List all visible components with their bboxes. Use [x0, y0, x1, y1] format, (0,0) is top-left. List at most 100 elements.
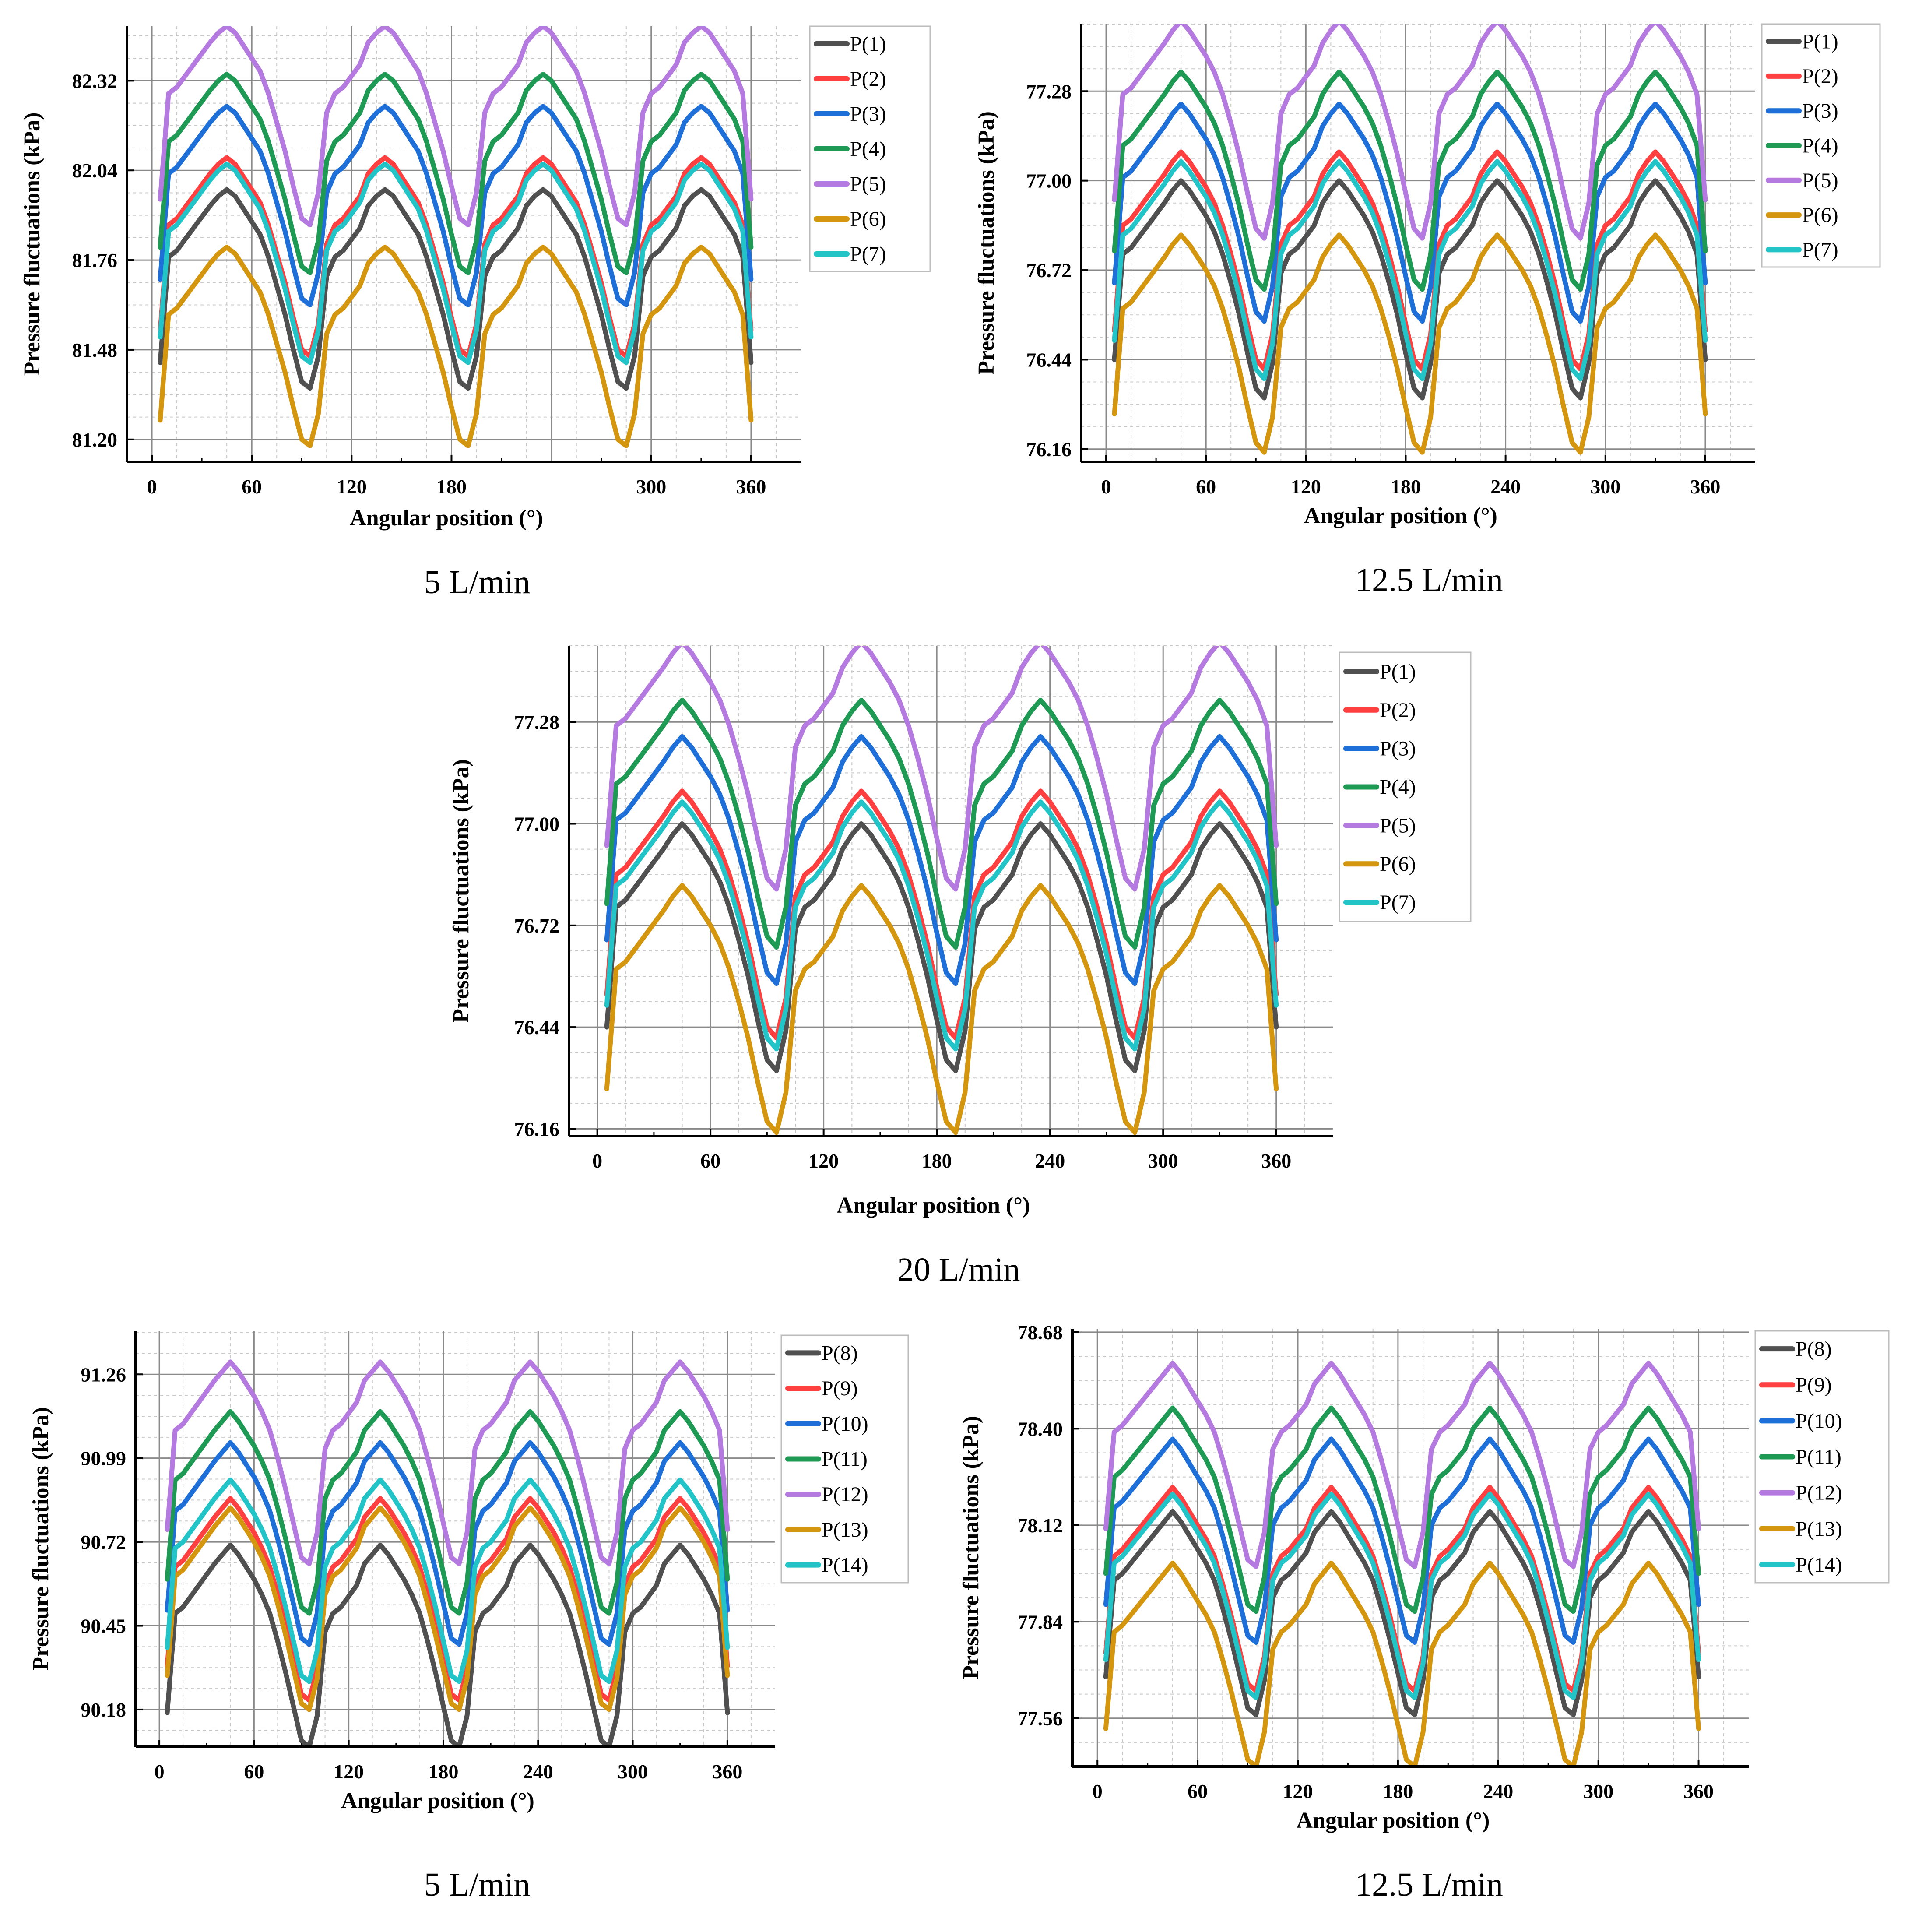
y-tick-label: 81.76 [72, 249, 118, 271]
series-line-p3 [1112, 102, 1708, 324]
x-tick-label: 360 [1261, 1150, 1291, 1172]
legend-entry: P(3) [1380, 737, 1416, 760]
legend-entry: P(14) [822, 1554, 868, 1577]
y-tick-label: 76.16 [1026, 438, 1072, 461]
series-line-p13 [165, 1505, 730, 1712]
series-line-p10 [1103, 1436, 1701, 1645]
x-axis-label: Angular position (°) [1297, 1808, 1490, 1833]
x-tick-label: 360 [1683, 1780, 1714, 1802]
caption-chart-1: 5 L/min [424, 564, 531, 601]
series-line-p6 [604, 883, 1279, 1135]
legend-entry: P(6) [850, 208, 886, 231]
series-line-p5 [1112, 24, 1708, 241]
x-tick-label: 180 [1391, 475, 1421, 498]
series-line-p7 [158, 162, 754, 365]
legend-entry: P(7) [1802, 238, 1838, 261]
legend-entry: P(4) [1380, 776, 1416, 799]
x-tick-label: 60 [244, 1760, 264, 1783]
x-axis-label: Angular position (°) [341, 1788, 534, 1813]
y-tick-label: 77.28 [514, 711, 560, 733]
series-line-p6 [158, 245, 754, 448]
x-tick-label: 180 [428, 1760, 458, 1783]
series-group [158, 26, 754, 448]
series-line-p8 [1103, 1509, 1701, 1717]
x-tick-label: 300 [636, 475, 666, 498]
x-tick-label: 60 [700, 1150, 720, 1172]
series-line-p7 [1112, 159, 1708, 381]
y-tick-label: 91.26 [81, 1363, 126, 1386]
chart-20lpm-p1-p7: 0 60 120 180 240 300 360 76.16 76.44 76.72 77.00 77… [449, 645, 1472, 1218]
legend-entry: P(10) [1796, 1409, 1842, 1432]
y-tick-label: 77.84 [1018, 1611, 1063, 1633]
y-tick-label: 82.32 [72, 70, 118, 92]
series-line-p11 [165, 1409, 730, 1616]
series-line-p8 [165, 1542, 730, 1747]
x-tick-label: 120 [1291, 475, 1321, 498]
tick-marks [1072, 1331, 1700, 1767]
y-tick-label: 81.48 [72, 339, 118, 361]
y-tick-label: 78.40 [1018, 1418, 1063, 1440]
chart-5lpm-p8-p14: 0 60 120 180 240 300 360 90.18 90.45 90.72 90.99 91… [28, 1331, 909, 1813]
x-tick-label: 0 [1093, 1780, 1103, 1802]
y-tick-label: 82.04 [72, 159, 118, 182]
series-group [165, 1359, 730, 1747]
legend-entry: P(13) [822, 1518, 868, 1541]
tick-marks [1081, 90, 1706, 462]
series-group [1112, 24, 1708, 455]
series-line-p1 [158, 187, 754, 391]
y-tick-label: 76.72 [514, 915, 560, 937]
x-tick-label: 120 [337, 475, 367, 498]
y-tick-label: 90.99 [81, 1447, 126, 1470]
series-line-p2 [604, 788, 1279, 1041]
legend-entry: P(14) [1796, 1553, 1842, 1577]
series-line-p14 [165, 1477, 730, 1684]
x-tick-label: 180 [436, 475, 467, 498]
y-tick-label: 90.72 [81, 1531, 126, 1553]
y-tick-label: 78.12 [1018, 1514, 1063, 1537]
series-line-p3 [604, 734, 1279, 986]
x-tick-label: 360 [736, 475, 766, 498]
legend-entry: P(12) [822, 1483, 868, 1506]
legend-entry: P(1) [1802, 30, 1838, 53]
chart-5lpm-p1-p7: 0 60 120 180 300 360 81.20 81.48 81.76 82.04 82.32… [20, 25, 931, 531]
legend-entry: P(5) [1380, 814, 1416, 837]
y-tick-label: 77.28 [1026, 80, 1072, 102]
y-axis-label: Pressure fluctuations (kPa) [28, 1407, 53, 1671]
x-tick-label: 60 [1196, 475, 1216, 498]
series-line-p7 [604, 799, 1279, 1052]
legend-entry: P(13) [1796, 1517, 1842, 1541]
legend-entry: P(2) [1802, 65, 1838, 88]
y-tick-label: 76.44 [1026, 348, 1072, 371]
y-axis-label: Pressure fluctuations (kPa) [974, 111, 999, 375]
y-tick-label: 76.44 [514, 1016, 560, 1038]
legend-entry: P(1) [850, 32, 886, 56]
series-line-p5 [604, 646, 1279, 892]
x-tick-label: 300 [1148, 1150, 1178, 1172]
chart-12p5lpm-p8-p14: 0 60 120 180 240 300 360 77.56 77.84 78.12 78.40 78… [959, 1321, 1890, 1833]
x-tick-label: 360 [712, 1760, 742, 1783]
x-tick-label: 240 [523, 1760, 553, 1783]
legend-entry: P(5) [1802, 169, 1838, 192]
legend-entry: P(7) [850, 243, 886, 266]
x-tick-label: 0 [155, 1760, 165, 1783]
y-tick-label: 90.18 [81, 1699, 126, 1721]
x-tick-label: 0 [592, 1150, 602, 1172]
x-tick-label: 60 [1188, 1780, 1208, 1802]
legend-entry: P(4) [850, 137, 886, 161]
series-line-p6 [1112, 232, 1708, 455]
legend-entry: P(2) [1380, 699, 1416, 722]
legend: P(8) P(9) P(10) P(11) P(12) P(13) P(14) [780, 1334, 909, 1584]
legend: P(8) P(9) P(10) P(11) P(12) P(13) P(14) [1754, 1330, 1890, 1584]
series-line-p12 [1103, 1361, 1701, 1569]
legend: P(1) P(2) P(3) P(4) P(5) P(6) P(7) [1339, 651, 1472, 922]
series-line-p13 [1103, 1560, 1701, 1767]
legend-entry: P(10) [822, 1412, 868, 1436]
caption-chart-2: 12.5 L/min [1355, 562, 1503, 598]
x-tick-label: 300 [1590, 475, 1620, 498]
series-line-p4 [158, 72, 754, 275]
y-tick-label: 78.68 [1018, 1321, 1063, 1344]
legend-entry: P(11) [822, 1448, 868, 1471]
x-tick-label: 240 [1490, 475, 1521, 498]
legend-entry: P(6) [1802, 204, 1838, 227]
